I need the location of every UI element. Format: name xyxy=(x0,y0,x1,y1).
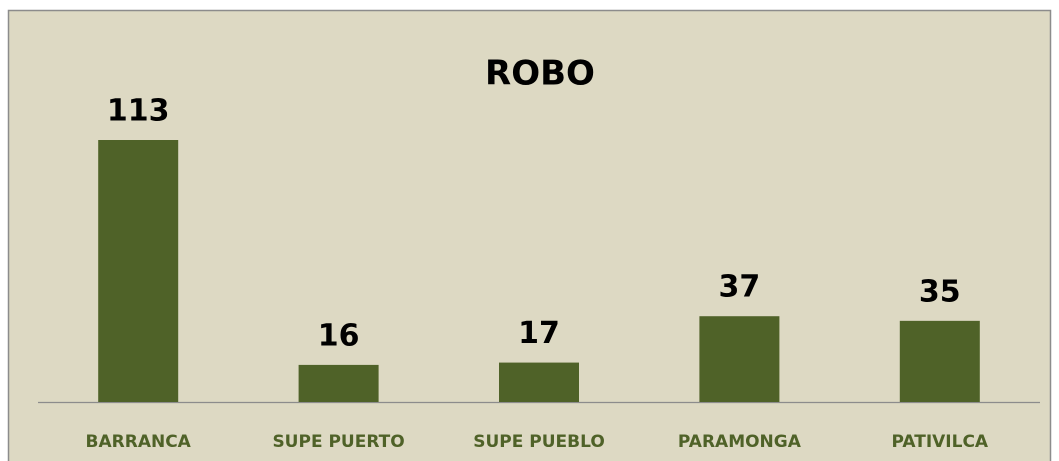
data-label: 16 xyxy=(318,318,360,353)
data-label: 37 xyxy=(719,270,761,305)
x-tick-label: SUPE PUERTO xyxy=(272,432,404,452)
bar xyxy=(298,364,379,402)
data-label: 35 xyxy=(919,274,961,309)
bar xyxy=(899,320,980,402)
bar xyxy=(98,140,179,402)
x-tick-label: BARRANCA xyxy=(86,432,192,452)
data-label: 17 xyxy=(518,316,560,351)
x-tick-label: SUPE PUEBLO xyxy=(473,432,605,452)
chart-title: ROBO xyxy=(485,54,595,94)
x-tick-label: PATIVILCA xyxy=(891,432,988,452)
bar xyxy=(699,316,780,402)
x-tick-label: PARAMONGA xyxy=(678,432,802,452)
data-label: 113 xyxy=(107,94,170,129)
bar xyxy=(499,362,579,402)
